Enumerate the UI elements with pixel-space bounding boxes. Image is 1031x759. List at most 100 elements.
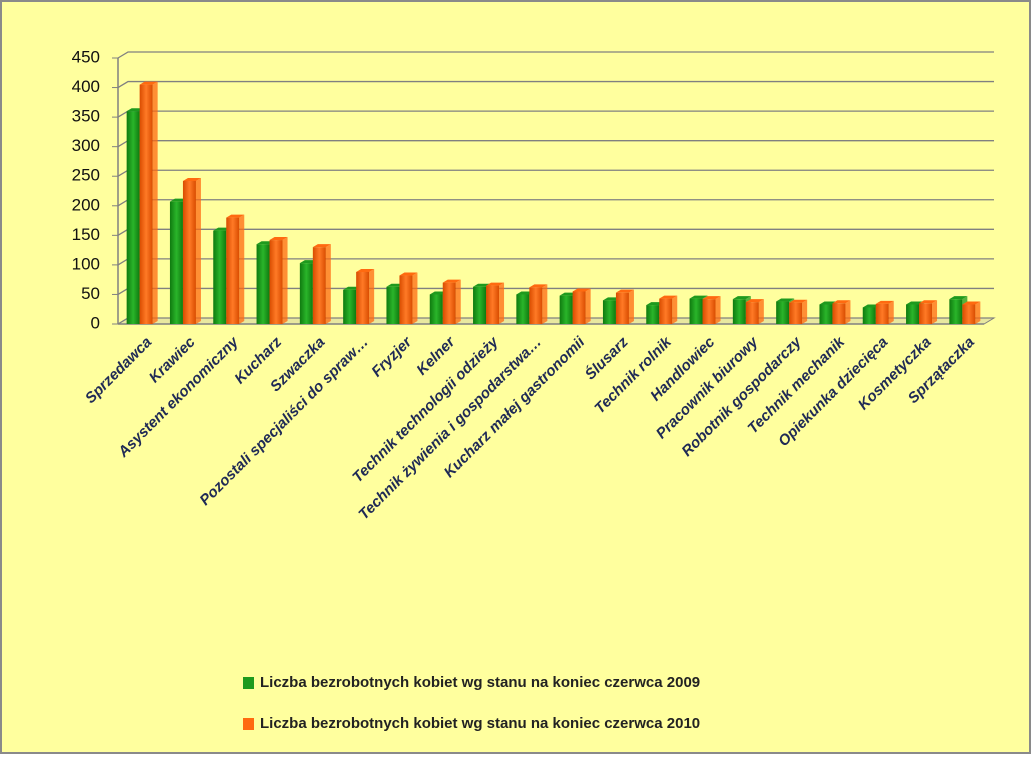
bar-front — [169, 201, 183, 324]
bar — [659, 295, 678, 324]
bar-front — [529, 287, 543, 324]
y-tick-label: 350 — [72, 107, 100, 126]
bar — [919, 300, 938, 324]
floor — [116, 317, 996, 325]
bar — [226, 214, 245, 324]
bar — [962, 301, 981, 324]
bar — [615, 289, 634, 324]
y-tick-label: 450 — [72, 47, 100, 66]
bar — [572, 288, 591, 324]
bar-top — [689, 295, 708, 299]
bar-front — [949, 299, 963, 324]
legend-label: Liczba bezrobotnych kobiet wg stanu na k… — [260, 674, 700, 691]
y-tick-label: 400 — [72, 77, 100, 96]
bar-front — [572, 291, 586, 324]
bar-top — [399, 272, 418, 276]
bar-top — [139, 81, 158, 85]
bar-top — [572, 288, 591, 292]
bar-front — [442, 282, 456, 324]
bar-side — [239, 214, 245, 324]
bar-top — [659, 295, 678, 299]
y-tick-label: 200 — [72, 195, 100, 214]
grid-line — [117, 51, 994, 59]
bar-side — [628, 289, 634, 324]
bar-front — [875, 303, 889, 324]
bar — [789, 299, 808, 324]
bar-top — [269, 237, 288, 241]
legend-label: Liczba bezrobotnych kobiet wg stanu na k… — [260, 715, 700, 732]
bar — [139, 81, 158, 324]
bar-side — [845, 300, 851, 324]
bar-front — [776, 301, 790, 324]
bar-top — [745, 299, 764, 303]
bar-side — [152, 81, 158, 324]
bar-front — [689, 298, 703, 324]
bar-front — [312, 247, 326, 324]
bar-front — [213, 230, 227, 324]
bar-front — [659, 298, 673, 324]
bar-side — [802, 299, 808, 324]
bar-top — [529, 284, 548, 288]
bar-front — [862, 307, 876, 324]
grid-line — [117, 80, 994, 89]
bar-side — [325, 244, 331, 324]
bar-front — [732, 299, 746, 324]
bar-side — [585, 288, 591, 324]
bar-top — [356, 268, 375, 272]
bar-front — [615, 292, 629, 324]
bar-front — [429, 294, 443, 324]
y-tick-label: 150 — [72, 225, 100, 244]
bar — [312, 244, 331, 324]
bar-side — [282, 237, 288, 324]
bar-front — [832, 303, 846, 324]
bar-front — [646, 305, 660, 324]
bar-side — [412, 272, 418, 324]
bar — [442, 279, 461, 324]
bar-front — [516, 294, 530, 324]
bar-side — [975, 301, 981, 324]
bar-front — [962, 304, 976, 324]
bar-top — [615, 289, 634, 293]
y-tick-label: 50 — [81, 284, 100, 303]
bar — [486, 282, 505, 324]
bar-top — [832, 300, 851, 304]
bar-front — [399, 275, 413, 324]
bar-top — [226, 214, 245, 218]
bar-top — [182, 177, 201, 181]
bar-front — [819, 304, 833, 324]
bar-front — [473, 286, 487, 324]
bar-front — [269, 240, 283, 324]
bar-side — [932, 300, 938, 324]
bar-top — [312, 244, 331, 248]
bar — [529, 284, 548, 324]
bar-front — [386, 286, 400, 324]
bar-side — [758, 299, 764, 324]
bar — [702, 296, 721, 324]
bar-front — [356, 271, 370, 324]
bar — [745, 299, 764, 324]
bar-top — [789, 299, 808, 303]
bar-top — [732, 296, 751, 300]
y-tick-label: 250 — [72, 166, 100, 185]
bar-side — [888, 300, 894, 324]
bar-front — [906, 304, 920, 324]
bar-side — [542, 284, 548, 324]
bar-front — [126, 111, 140, 324]
bar — [182, 177, 201, 324]
bar-side — [715, 296, 721, 324]
bar-front — [299, 263, 313, 324]
bar-top — [442, 279, 461, 283]
bar-top — [949, 296, 968, 300]
bar-front — [702, 299, 716, 324]
y-tick-label: 300 — [72, 136, 100, 155]
y-tick-label: 0 — [91, 313, 100, 332]
bar-side — [499, 282, 505, 324]
bar-front — [789, 302, 803, 324]
bar-top — [962, 301, 981, 305]
bar-front — [343, 289, 357, 324]
bar — [269, 237, 288, 324]
bar-top — [702, 296, 721, 300]
y-tick-label: 100 — [72, 254, 100, 273]
